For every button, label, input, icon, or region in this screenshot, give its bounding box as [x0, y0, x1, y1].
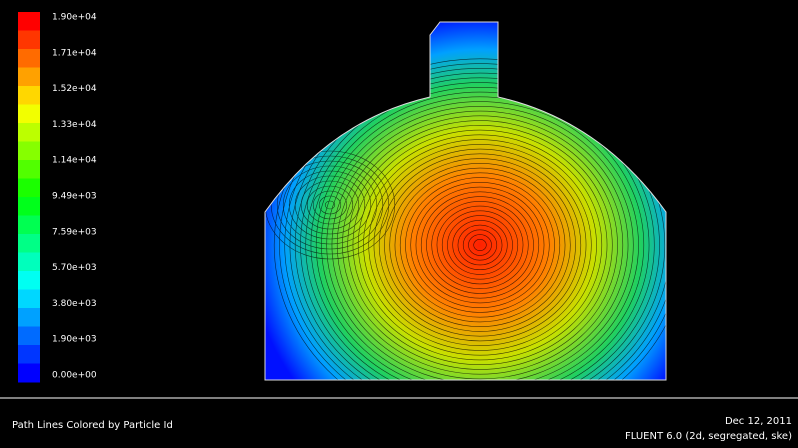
colorbar-label: 1.14e+04: [52, 156, 97, 166]
color-swatch: [18, 345, 40, 364]
color-swatch: [18, 179, 40, 198]
color-swatch: [18, 364, 40, 383]
colorbar-label: 1.90e+03: [52, 335, 97, 345]
color-swatch: [18, 308, 40, 327]
footer-date: Dec 12, 2011: [725, 416, 792, 427]
color-swatch: [18, 290, 40, 309]
color-swatch: [18, 234, 40, 253]
color-swatch: [18, 142, 40, 161]
colorbar-label: 1.33e+04: [52, 120, 97, 130]
color-swatch: [18, 253, 40, 272]
color-swatch: [18, 12, 40, 31]
colorbar-label: 0.00e+00: [52, 371, 97, 381]
color-swatch: [18, 216, 40, 235]
color-swatch: [18, 68, 40, 87]
color-swatch: [18, 49, 40, 68]
color-swatch: [18, 105, 40, 124]
colorbar-label: 7.59e+03: [52, 227, 97, 237]
color-swatch: [18, 31, 40, 50]
colorbar-label: 1.71e+04: [52, 48, 97, 58]
colorbar-label: 9.49e+03: [52, 192, 97, 202]
colorbar-label: 5.70e+03: [52, 263, 97, 273]
color-swatch: [18, 197, 40, 216]
colorbar-label: 1.52e+04: [52, 84, 97, 94]
footer-title: Path Lines Colored by Particle Id: [12, 420, 173, 431]
colorbar-label: 1.90e+04: [52, 13, 97, 23]
color-swatch: [18, 123, 40, 142]
color-swatch: [18, 327, 40, 346]
footer-solver: FLUENT 6.0 (2d, segregated, ske): [625, 431, 792, 442]
color-swatch: [18, 86, 40, 105]
fluent-window: 1.90e+04 1.71e+04 1.52e+04 1.33e+04 1.14e+04…: [0, 0, 798, 448]
colorbar-label: 3.80e+03: [52, 299, 97, 309]
color-swatch: [18, 271, 40, 290]
color-swatch: [18, 160, 40, 179]
